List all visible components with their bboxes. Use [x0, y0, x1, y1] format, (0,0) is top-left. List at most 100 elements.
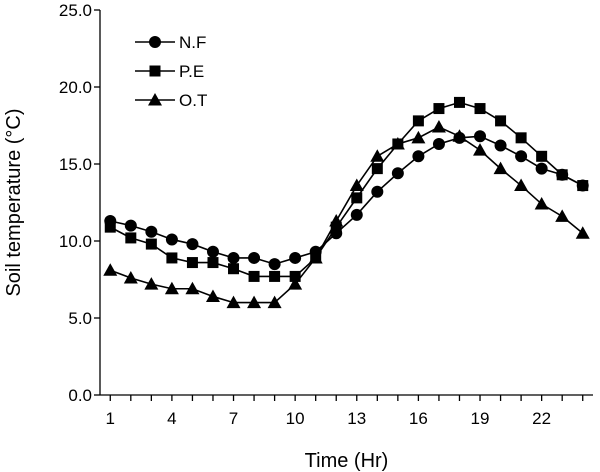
legend-marker-pe [149, 65, 161, 77]
data-point-pe [453, 96, 465, 108]
legend-item-nf: N.F [135, 33, 206, 52]
data-point-ot [473, 143, 488, 156]
data-point-pe [474, 103, 486, 115]
series-ot [103, 120, 590, 309]
data-point-pe [556, 169, 568, 181]
data-point-pe [125, 232, 137, 244]
data-point-nf [494, 139, 507, 152]
data-point-nf [268, 258, 281, 271]
series-group [103, 96, 590, 309]
data-point-ot [349, 178, 364, 192]
data-point-ot [164, 281, 179, 295]
data-point-nf [432, 137, 445, 150]
legend-marker-ot [148, 93, 162, 106]
x-tick-label: 16 [409, 409, 428, 428]
data-point-pe [577, 180, 589, 192]
data-point-nf [350, 208, 363, 221]
axes [94, 9, 593, 401]
x-tick-label: 22 [532, 409, 551, 428]
data-point-pe [330, 221, 342, 233]
series-nf [104, 130, 589, 271]
data-point-ot [493, 161, 508, 175]
data-point-pe [228, 263, 240, 275]
data-point-ot [205, 289, 220, 302]
y-tick-label: 0.0 [68, 386, 92, 405]
data-point-pe [515, 132, 527, 144]
y-tick-label: 5.0 [68, 309, 92, 328]
data-point-pe [207, 257, 219, 269]
x-tick-label: 19 [471, 409, 490, 428]
data-point-pe [371, 163, 383, 175]
data-point-nf [412, 150, 425, 163]
data-point-ot [226, 295, 241, 309]
series-line-pe [109, 101, 584, 278]
data-point-ot [144, 277, 159, 290]
data-point-pe [186, 257, 198, 269]
data-point-ot [247, 295, 262, 309]
data-point-nf [535, 162, 548, 175]
data-point-nf [186, 238, 199, 251]
y-tick-label: 20.0 [59, 78, 92, 97]
data-point-nf [474, 130, 487, 143]
data-point-ot [555, 209, 570, 222]
legend-marker-nf [149, 36, 161, 48]
data-point-pe [433, 103, 445, 115]
data-point-ot [288, 277, 303, 290]
x-axis-label: Time (Hr) [305, 450, 389, 472]
data-point-ot [267, 295, 282, 309]
y-axis-label: Soil temperature (°C) [3, 108, 25, 296]
legend-item-ot: O.T [135, 91, 207, 110]
y-tick-label: 25.0 [59, 1, 92, 20]
data-point-nf [515, 150, 528, 163]
y-tick-label: 15.0 [59, 155, 92, 174]
data-point-nf [165, 233, 178, 246]
data-point-ot [575, 226, 590, 239]
data-point-pe [166, 252, 178, 264]
legend-label-nf: N.F [179, 33, 206, 52]
data-point-nf [206, 245, 219, 258]
x-tick-label: 10 [286, 409, 305, 428]
x-tick-label: 1 [106, 409, 115, 428]
data-point-pe [412, 115, 424, 127]
data-point-ot [370, 149, 385, 162]
data-point-ot [123, 270, 138, 284]
data-point-ot [514, 178, 529, 192]
data-point-ot [103, 263, 118, 276]
x-tick-label: 4 [167, 409, 176, 428]
data-point-ot [411, 130, 426, 144]
series-pe [104, 96, 589, 282]
legend-label-ot: O.T [179, 91, 207, 110]
data-point-ot [390, 136, 405, 150]
series-line-ot [109, 126, 584, 304]
legend-label-pe: P.E [179, 62, 204, 81]
legend-item-pe: P.E [135, 62, 204, 81]
y-tick-label: 10.0 [59, 232, 92, 251]
data-point-pe [145, 238, 157, 250]
data-point-nf [145, 225, 158, 238]
data-point-nf [391, 167, 404, 180]
legend: N.F P.E O.T [135, 33, 207, 110]
data-point-nf [248, 251, 261, 264]
series-line-nf [110, 135, 584, 265]
data-point-pe [351, 192, 363, 204]
data-point-pe [289, 270, 301, 282]
data-point-pe [104, 221, 116, 233]
data-point-nf [227, 251, 240, 264]
tick-labels: 0.0 5.0 10.0 15.0 20.0 25.0 1 4 7 10 13 16 19 22 [59, 1, 551, 428]
data-point-pe [248, 270, 260, 282]
data-point-pe [269, 270, 281, 282]
data-point-nf [371, 185, 384, 198]
data-point-ot [534, 197, 549, 210]
data-point-pe [495, 115, 507, 127]
data-point-ot [308, 250, 323, 264]
data-point-nf [289, 251, 302, 264]
data-point-ot [452, 129, 467, 142]
data-point-ot [185, 281, 200, 295]
data-point-ot [329, 213, 344, 227]
data-point-nf [124, 219, 137, 232]
data-point-ot [431, 120, 446, 133]
x-tick-label: 13 [347, 409, 366, 428]
x-tick-label: 7 [229, 409, 238, 428]
data-point-pe [536, 150, 548, 162]
